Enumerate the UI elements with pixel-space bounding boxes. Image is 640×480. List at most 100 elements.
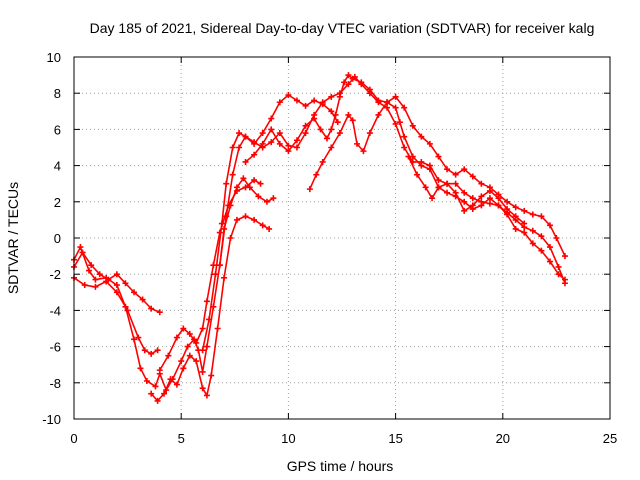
data-point-marker [259, 222, 266, 229]
y-tick-label: -4 [49, 303, 61, 318]
data-point-marker [521, 220, 528, 227]
data-point-marker [375, 97, 382, 104]
data-point-marker [495, 202, 502, 209]
data-point-marker [538, 247, 545, 254]
data-point-marker [426, 140, 433, 147]
data-point-marker [276, 140, 283, 147]
data-point-marker [306, 186, 313, 193]
data-point-marker [233, 187, 240, 194]
data-point-marker [349, 75, 356, 82]
y-tick-label: -8 [49, 376, 61, 391]
series-trail [244, 74, 566, 257]
data-point-marker [354, 140, 361, 147]
data-point-marker [512, 225, 519, 232]
data-point-marker [236, 130, 243, 137]
data-point-marker [251, 216, 258, 223]
data-point-marker [135, 334, 142, 341]
data-point-marker [328, 144, 335, 151]
data-point-marker [349, 117, 356, 124]
data-point-marker [546, 258, 553, 265]
data-point-marker [229, 171, 236, 178]
data-point-marker [375, 111, 382, 118]
data-point-marker [418, 162, 425, 169]
data-point-marker [561, 276, 568, 283]
data-point-marker [186, 352, 193, 359]
data-point-marker [444, 166, 451, 173]
data-point-marker [293, 97, 300, 104]
data-point-marker [268, 139, 275, 146]
data-point-marker [414, 171, 421, 178]
data-point-marker [426, 166, 433, 173]
data-point-marker [345, 111, 352, 118]
data-point-marker [529, 227, 536, 234]
data-point-marker [469, 195, 476, 202]
data-point-marker [203, 392, 210, 399]
data-point-marker [156, 309, 163, 316]
data-point-marker [345, 72, 352, 79]
y-tick-label: 10 [47, 50, 61, 65]
data-point-marker [561, 253, 568, 260]
data-point-marker [137, 365, 144, 372]
data-point-marker [311, 115, 318, 122]
data-point-marker [452, 180, 459, 187]
data-point-marker [221, 274, 228, 281]
data-point-marker [384, 104, 391, 111]
data-point-marker [478, 202, 485, 209]
data-point-marker [538, 233, 545, 240]
data-point-marker [358, 79, 365, 86]
data-point-marker [199, 325, 206, 332]
data-point-marker [139, 296, 146, 303]
data-point-marker [396, 119, 403, 126]
y-axis-label: SDTVAR / TECUs [5, 182, 21, 294]
data-point-marker [122, 280, 129, 287]
data-point-marker [366, 130, 373, 137]
data-point-marker [512, 213, 519, 220]
y-tick-label: 8 [54, 86, 61, 101]
data-point-marker [88, 262, 95, 269]
data-point-marker [285, 142, 292, 149]
data-point-marker [122, 303, 129, 310]
data-point-marker [178, 358, 185, 365]
data-point-marker [319, 158, 326, 165]
data-point-marker [328, 126, 335, 133]
y-tick-label: 0 [54, 231, 61, 246]
data-point-marker [521, 229, 528, 236]
data-point-marker [555, 263, 562, 270]
data-point-marker [469, 202, 476, 209]
data-point-marker [233, 216, 240, 223]
data-point-marker [152, 383, 159, 390]
data-point-marker [242, 213, 249, 220]
data-point-marker [478, 193, 485, 200]
series-trail [308, 101, 566, 281]
data-point-marker [302, 122, 309, 129]
data-point-marker [199, 368, 206, 375]
y-tick-label: -2 [49, 267, 61, 282]
data-point-marker [218, 220, 225, 227]
data-point-marker [345, 81, 352, 88]
data-point-marker [553, 235, 560, 241]
data-point-marker [504, 211, 511, 218]
x-tick-label: 5 [178, 431, 185, 446]
data-point-marker [504, 198, 511, 205]
data-point-marker [240, 175, 247, 182]
data-point-marker [521, 207, 528, 214]
data-point-marker [313, 171, 320, 178]
data-point-marker [538, 213, 545, 220]
data-point-marker [214, 325, 221, 332]
data-point-marker [199, 385, 206, 392]
series-track-10 [405, 153, 528, 227]
x-tick-label: 0 [70, 431, 77, 446]
data-point-marker [167, 376, 174, 383]
data-point-marker [266, 225, 273, 232]
chart-title: Day 185 of 2021, Sidereal Day-to-day VTE… [90, 20, 595, 36]
y-tick-label: 6 [54, 122, 61, 137]
data-point-marker [148, 350, 155, 357]
data-point-marker [199, 347, 206, 354]
data-point-marker [131, 289, 138, 296]
data-point-marker [435, 184, 442, 191]
data-point-marker [92, 276, 99, 283]
data-point-marker [96, 271, 103, 278]
data-point-marker [469, 173, 476, 180]
